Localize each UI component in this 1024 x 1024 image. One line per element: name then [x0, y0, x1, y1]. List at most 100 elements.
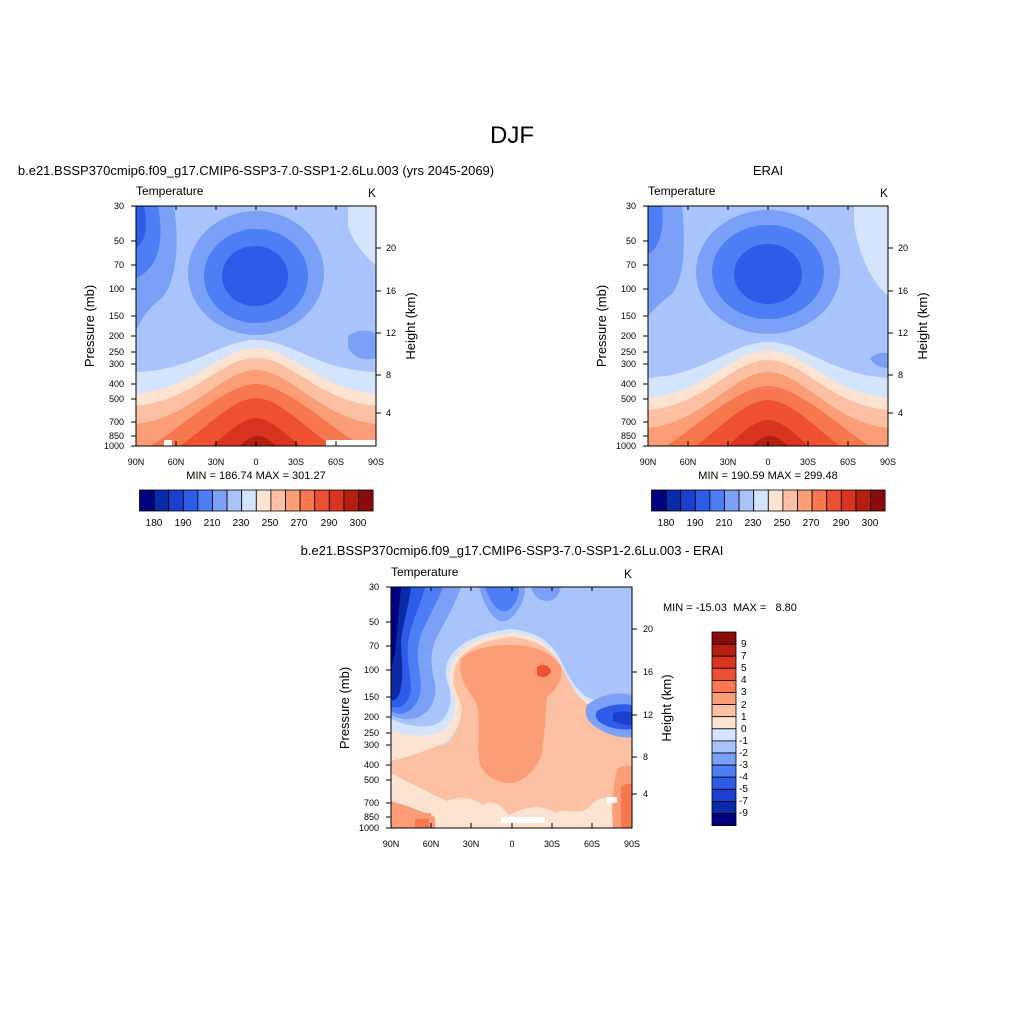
y2-tick-label: 12	[643, 710, 653, 720]
colorbar-swatches	[139, 489, 374, 512]
y-tick-label: 400	[364, 760, 379, 770]
colorbar-swatch	[870, 489, 886, 512]
panel-model-axes	[131, 205, 381, 447]
y-tick-label: 150	[621, 311, 636, 321]
y-tick-label: 300	[364, 740, 379, 750]
x-tick-label: 30N	[463, 839, 480, 849]
colorbar-swatch	[711, 704, 737, 718]
y-tick-label: 150	[109, 311, 124, 321]
y-tick-label: 70	[114, 260, 124, 270]
panel-reference-colorbar: 180 190 210 230 250 270 290 300	[651, 489, 886, 529]
x-tick-label: 60N	[423, 839, 440, 849]
y2-tick-label: 4	[898, 408, 903, 418]
y-tick-label: 200	[364, 712, 379, 722]
y-tick-label: 400	[621, 379, 636, 389]
panel-difference-colorbar: 9 7 5 4 3 2 1 0 -1 -2 -3 -4 -5 -7 -9	[711, 631, 748, 827]
panel-reference-axes	[643, 205, 893, 447]
colorbar-swatch	[826, 489, 842, 512]
y-tick-label: 700	[109, 417, 124, 427]
colorbar-swatch	[197, 489, 213, 512]
panel-reference-contour-field	[648, 206, 888, 446]
colorbar-swatch	[753, 489, 769, 512]
colorbar-swatch	[738, 489, 755, 512]
x-tick-label: 60S	[328, 457, 344, 467]
panel-reference-title: ERAI	[753, 163, 783, 178]
y-tick-label: 500	[109, 394, 124, 404]
colorbar-tick-label: 3	[741, 687, 747, 698]
colorbar-tick-label: 250	[774, 518, 791, 529]
panel-difference-y2-axis-label: Height (km)	[659, 674, 674, 741]
colorbar-tick-label: 300	[350, 518, 367, 529]
y-tick-label: 200	[109, 331, 124, 341]
colorbar-swatch	[651, 489, 667, 512]
colorbar-swatch	[328, 489, 345, 512]
panel-difference: b.e21.BSSP370cmip6.f09_g17.CMIP6-SSP3-7.…	[301, 543, 797, 849]
panel-reference-variable: Temperature	[648, 184, 716, 198]
colorbar-swatch	[343, 489, 359, 512]
colorbar-tick-label: 290	[321, 518, 338, 529]
colorbar-tick-label: -5	[739, 784, 748, 795]
y2-tick-label: 4	[643, 789, 648, 799]
panel-difference-axes	[386, 586, 637, 829]
y-tick-label: 1000	[104, 441, 124, 451]
colorbar-swatch	[711, 740, 737, 754]
colorbar-tick-label: 4	[741, 675, 747, 686]
colorbar-tick-label: -7	[739, 796, 748, 807]
colorbar-swatch	[711, 752, 737, 766]
y-tick-label: 700	[364, 798, 379, 808]
y2-tick-label: 16	[386, 286, 396, 296]
colorbar-swatch	[724, 489, 740, 512]
y-tick-label: 300	[109, 359, 124, 369]
panel-model-units: K	[368, 186, 376, 200]
y-tick-label: 70	[626, 260, 636, 270]
y2-tick-label: 20	[643, 624, 653, 634]
x-tick-label: 90S	[624, 839, 640, 849]
colorbar-tick-label: 5	[741, 663, 747, 674]
y-tick-label: 30	[114, 201, 124, 211]
y2-tick-label: 12	[386, 328, 396, 338]
colorbar-tick-label: 250	[262, 518, 279, 529]
y-tick-label: 500	[621, 394, 636, 404]
colorbar-labels: 9 7 5 4 3 2 1 0 -1 -2 -3 -4 -5 -7 -9	[739, 639, 748, 819]
panel-difference-contour-field	[391, 587, 632, 828]
x-tick-label: 90S	[368, 457, 384, 467]
y2-tick-label: 8	[643, 752, 648, 762]
colorbar-swatch	[767, 489, 784, 512]
y-tick-label: 100	[109, 284, 124, 294]
panel-model-min-max: MIN = 186.74 MAX = 301.27	[186, 470, 325, 482]
colorbar-swatches	[651, 489, 886, 512]
y-tick-label: 30	[369, 582, 379, 592]
y-tick-label: 850	[109, 431, 124, 441]
colorbar-swatch	[711, 728, 737, 742]
colorbar-tick-label: 1	[741, 712, 747, 723]
x-tick-label: 30S	[800, 457, 816, 467]
colorbar-tick-label: -4	[739, 772, 748, 783]
colorbar-swatch	[241, 489, 257, 512]
panel-difference-title: b.e21.BSSP370cmip6.f09_g17.CMIP6-SSP3-7.…	[301, 543, 724, 558]
panel-reference-y2-axis-label: Height (km)	[915, 292, 930, 359]
panel-reference-units: K	[880, 186, 888, 200]
colorbar-swatch	[270, 489, 286, 512]
colorbar-swatch	[711, 813, 737, 827]
colorbar-tick-label: 2	[741, 700, 747, 711]
panel-model-colorbar: 180 190 210 230 250 270 290 300	[139, 489, 374, 529]
colorbar-swatch	[358, 489, 374, 512]
panel-model: b.e21.BSSP370cmip6.f09_g17.CMIP6-SSP3-7.…	[18, 163, 494, 529]
colorbar-swatch	[139, 489, 155, 512]
colorbar-swatch	[314, 489, 330, 512]
panel-difference-tick-labels: 90N 60N 30N 0 30S 60S 90S 30 50 70 100 1…	[359, 582, 653, 849]
y-tick-label: 250	[621, 347, 636, 357]
colorbar-swatch	[212, 489, 228, 512]
colorbar-tick-label: -3	[739, 760, 748, 771]
colorbar-labels: 180 190 210 230 250 270 290 300	[146, 518, 367, 529]
colorbar-swatch	[299, 489, 316, 512]
colorbar-swatch	[711, 764, 737, 778]
colorbar-tick-label: 230	[233, 518, 250, 529]
y-tick-label: 100	[621, 284, 636, 294]
colorbar-swatch	[855, 489, 871, 512]
colorbar-labels: 180 190 210 230 250 270 290 300	[658, 518, 879, 529]
y-tick-label: 850	[621, 431, 636, 441]
x-tick-label: 30N	[720, 457, 737, 467]
colorbar-swatch	[711, 667, 737, 681]
y2-tick-label: 12	[898, 328, 908, 338]
